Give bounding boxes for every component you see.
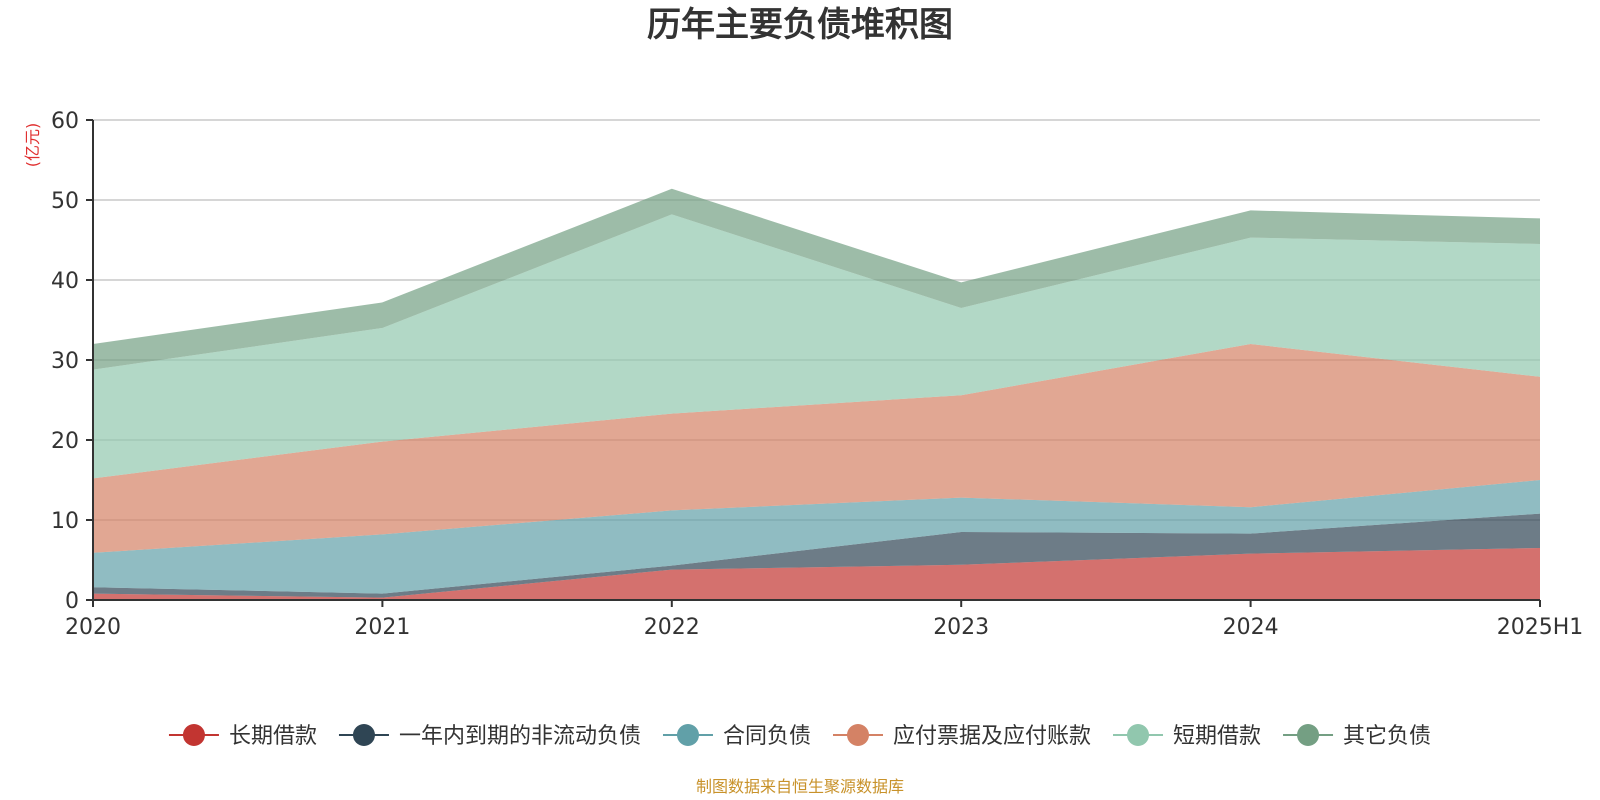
x-tick-label-4: 2024 xyxy=(1223,615,1279,640)
y-tick-label-30: 30 xyxy=(51,349,79,374)
source-note: 制图数据来自恒生聚源数据库 xyxy=(696,777,904,796)
y-tick-label-60: 60 xyxy=(51,109,79,134)
legend-marker-5 xyxy=(1297,724,1320,746)
legend-item-2[interactable]: 合同负债 xyxy=(662,724,811,749)
legend-label-5: 其它负债 xyxy=(1343,724,1431,749)
x-tick-label-2: 2022 xyxy=(644,615,700,640)
area-series-layer xyxy=(93,188,1540,600)
axes: 0 10 20 30 40 50 60 2020 2021 2022 2023 2024 2025H1 xyxy=(51,109,1583,640)
legend-item-5[interactable]: 其它负债 xyxy=(1283,724,1431,749)
y-tick-label-10: 10 xyxy=(51,509,79,534)
area-series-0 xyxy=(93,548,1540,600)
legend-item-0[interactable]: 长期借款 xyxy=(168,724,317,749)
y-tick-label-40: 40 xyxy=(51,269,79,294)
legend: 长期借款 一年内到期的非流动负债 合同负债 应付票据及应付账款 短期借款 其它负债 xyxy=(168,724,1431,749)
y-tick-label-0: 0 xyxy=(65,589,79,614)
x-tick-label-3: 2023 xyxy=(933,615,989,640)
legend-label-4: 短期借款 xyxy=(1173,724,1261,749)
y-tick-label-50: 50 xyxy=(51,189,79,214)
x-tick-label-0: 2020 xyxy=(65,615,121,640)
legend-label-0: 长期借款 xyxy=(229,724,317,749)
legend-label-3: 应付票据及应付账款 xyxy=(893,724,1091,749)
y-axis-unit-label: (亿元) xyxy=(23,123,42,168)
y-tick-label-20: 20 xyxy=(51,429,79,454)
area-series-5 xyxy=(93,188,1540,370)
legend-marker-2 xyxy=(676,724,699,746)
legend-item-3[interactable]: 应付票据及应付账款 xyxy=(833,724,1091,749)
legend-marker-0 xyxy=(182,724,205,746)
area-series-2 xyxy=(93,480,1540,594)
legend-label-1: 一年内到期的非流动负债 xyxy=(399,724,641,749)
legend-marker-3 xyxy=(847,724,869,746)
area-series-4 xyxy=(93,214,1540,479)
legend-item-1[interactable]: 一年内到期的非流动负债 xyxy=(338,724,641,749)
legend-label-2: 合同负债 xyxy=(723,724,811,749)
x-tick-label-1: 2021 xyxy=(354,615,410,640)
legend-marker-1 xyxy=(352,724,375,746)
legend-item-4[interactable]: 短期借款 xyxy=(1113,724,1261,749)
area-series-3 xyxy=(93,344,1540,553)
chart-title: 历年主要负债堆积图 xyxy=(647,5,953,45)
legend-marker-4 xyxy=(1127,724,1150,746)
x-tick-label-5: 2025H1 xyxy=(1497,615,1584,640)
area-series-1 xyxy=(93,513,1540,598)
